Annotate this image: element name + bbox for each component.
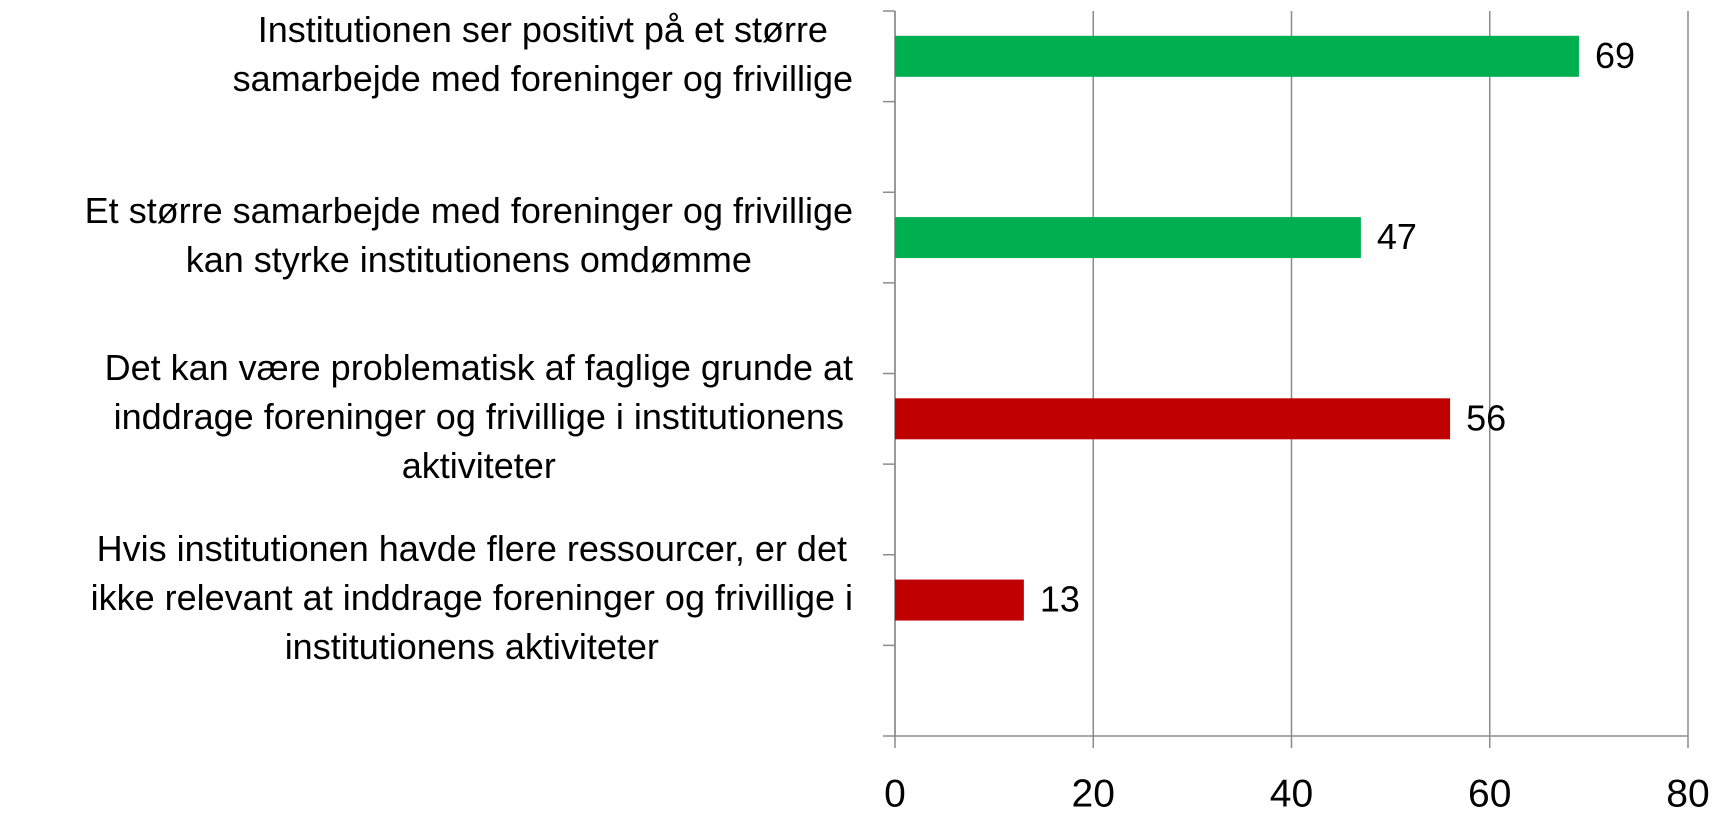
bar (895, 579, 1024, 621)
category-label-line: Det kan være problematisk af faglige gru… (105, 346, 853, 387)
category-label: Hvis institutionen havde flere ressource… (91, 528, 853, 667)
x-tick-label: 80 (1666, 772, 1709, 815)
category-label-line: Hvis institutionen havde flere ressource… (97, 528, 847, 569)
x-tick-label: 0 (884, 772, 906, 815)
category-label: Det kan være problematisk af faglige gru… (105, 346, 853, 485)
category-label: Institutionen ser positivt på et større s… (233, 8, 853, 98)
category-label: Et større samarbejde med foreninger og f… (85, 190, 853, 280)
bar (895, 35, 1579, 77)
value-label: 47 (1377, 216, 1417, 257)
x-tick-label: 60 (1468, 772, 1511, 815)
category-label-line: institutionens aktiviteter (285, 626, 659, 667)
value-label: 13 (1040, 579, 1080, 620)
value-label: 56 (1466, 397, 1506, 438)
bar (895, 217, 1361, 259)
category-label-line: inddrage foreninger og frivillige i inst… (114, 395, 844, 436)
x-tick-label: 20 (1072, 772, 1115, 815)
bar (895, 398, 1451, 440)
category-label-line: Et større samarbejde med foreninger og f… (85, 190, 853, 231)
value-label: 69 (1595, 35, 1635, 76)
category-label-line: Institutionen ser positivt på et større (258, 8, 828, 49)
category-label-line: ikke relevant at inddrage foreninger og … (91, 577, 853, 618)
category-label-line: kan styrke institutionens omdømme (186, 239, 752, 280)
category-label-line: aktiviteter (402, 444, 556, 485)
category-label-line: samarbejde med foreninger og frivillige (233, 57, 853, 98)
x-tick-label: 40 (1270, 772, 1313, 815)
